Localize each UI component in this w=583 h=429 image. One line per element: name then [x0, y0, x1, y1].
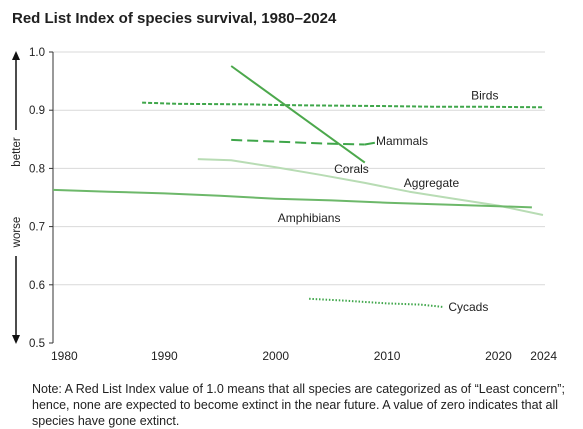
series-label-mammals: Mammals — [376, 134, 428, 148]
y-tick-label: 0.9 — [29, 105, 45, 117]
y-tick-label: 1.0 — [29, 47, 45, 59]
mammals-leader — [364, 141, 376, 146]
series-label-birds: Birds — [471, 89, 498, 103]
series-label-aggregate: Aggregate — [404, 176, 460, 190]
y-tick-label: 0.6 — [29, 280, 45, 292]
red-list-index-line-chart: 0.5 0.6 0.7 0.8 0.9 1.0 1980 1990 2000 2010 2020 20… — [11, 47, 557, 363]
better-arrow-head — [12, 51, 20, 60]
series-lines — [52, 65, 544, 308]
series-line-mammals — [231, 138, 365, 146]
grid-lines — [53, 51, 545, 286]
x-tick-label: 2024 — [530, 349, 557, 363]
series-line-birds — [142, 101, 544, 109]
series-label-corals: Corals — [334, 162, 369, 176]
chart-title: Red List Index of species survival, 1980… — [12, 10, 337, 27]
chart-note: Note: A Red List Index value of 1.0 mean… — [32, 382, 565, 428]
y-tick-label: 0.8 — [29, 163, 45, 175]
series-labels: Birds Mammals Corals Aggregate Amphibians Cyc… — [278, 89, 499, 314]
series-label-cycads: Cycads — [448, 300, 488, 314]
series-line-aggregate — [197, 158, 544, 216]
series-line-amphibians — [52, 188, 532, 209]
series-line-cycads — [309, 297, 443, 308]
better-label: better — [11, 137, 23, 167]
x-tick-label: 2000 — [262, 349, 289, 363]
x-tick-label: 1980 — [51, 349, 78, 363]
x-tick-label: 2010 — [374, 349, 401, 363]
worse-label: worse — [11, 217, 23, 249]
axes: 0.5 0.6 0.7 0.8 0.9 1.0 1980 1990 2000 2010 2020 20… — [11, 47, 557, 363]
y-tick-label: 0.5 — [29, 338, 45, 350]
y-tick-label: 0.7 — [29, 222, 45, 234]
series-label-amphibians: Amphibians — [278, 211, 341, 225]
worse-arrow-head — [12, 335, 20, 344]
series-line-corals — [230, 65, 366, 164]
x-tick-label: 2020 — [485, 349, 512, 363]
x-tick-label: 1990 — [151, 349, 178, 363]
